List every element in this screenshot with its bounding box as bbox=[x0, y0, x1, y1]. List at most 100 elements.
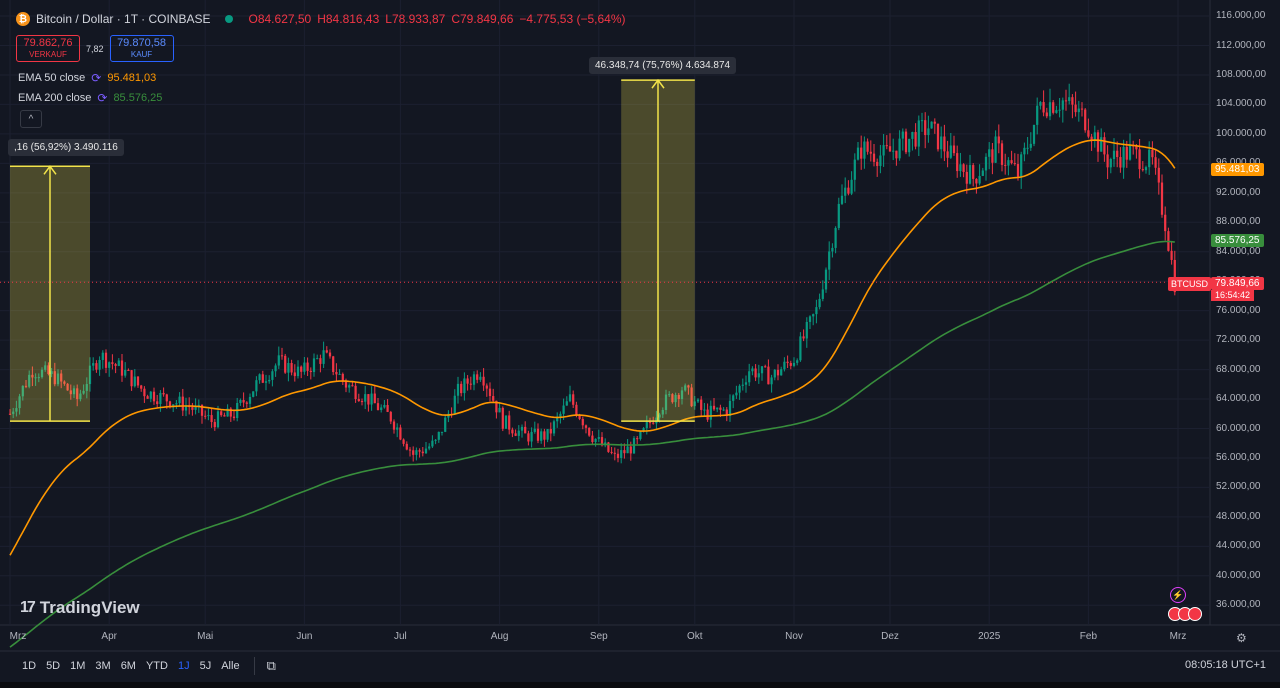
time-tick-label: Mai bbox=[197, 631, 214, 642]
candle-body bbox=[156, 401, 159, 405]
settings-gear-icon[interactable]: ⚙ bbox=[1236, 631, 1247, 645]
candle-body bbox=[120, 360, 124, 376]
candle-body bbox=[949, 145, 952, 158]
candle-body bbox=[319, 358, 322, 364]
candle-body bbox=[680, 390, 684, 399]
candle-body bbox=[264, 381, 268, 383]
candle-body bbox=[290, 363, 293, 373]
candle-body bbox=[1154, 157, 1157, 168]
time-tick-label: Feb bbox=[1079, 631, 1098, 642]
candle-body bbox=[565, 401, 568, 406]
candle-body bbox=[533, 428, 536, 432]
symbol-legend[interactable]: ₿ Bitcoin / Dollar · 1T · COINBASE O84.6… bbox=[16, 12, 625, 26]
candle-body bbox=[984, 156, 988, 171]
candle-body bbox=[1080, 108, 1084, 110]
candle-body bbox=[748, 371, 751, 383]
candle-body bbox=[101, 352, 104, 360]
candle-body bbox=[344, 380, 348, 388]
candle-body bbox=[229, 408, 232, 417]
clock[interactable]: 08:05:18 UTC+1 bbox=[1184, 659, 1266, 671]
candle-body bbox=[773, 369, 776, 378]
candle-body bbox=[60, 373, 63, 382]
toolbar-divider bbox=[253, 657, 255, 675]
candle-body bbox=[943, 136, 946, 152]
candle-body bbox=[399, 427, 402, 440]
candle-body bbox=[37, 377, 40, 379]
candle-body bbox=[479, 376, 482, 380]
candle-body bbox=[776, 369, 780, 376]
ohlc-close: C79.849,66 bbox=[451, 12, 514, 26]
candle-body bbox=[412, 450, 415, 455]
candle-body bbox=[1029, 143, 1032, 148]
range-1j[interactable]: 1J bbox=[177, 660, 190, 672]
indicator-ema50[interactable]: EMA 50 close ⟳ 95.481,03 bbox=[18, 71, 156, 85]
candle-body bbox=[1119, 157, 1122, 168]
candle-body bbox=[642, 428, 645, 432]
candle-body bbox=[143, 388, 146, 397]
candle-body bbox=[799, 336, 802, 361]
candle-body bbox=[1048, 102, 1052, 117]
candle-body bbox=[1148, 149, 1151, 168]
candle-body bbox=[623, 450, 626, 454]
candle-body bbox=[956, 153, 959, 172]
price-tick-label: 52.000,00 bbox=[1216, 481, 1261, 493]
sell-button[interactable]: 79.862,76 VERKAUF bbox=[16, 35, 80, 62]
candle-body bbox=[869, 151, 872, 154]
candle-body bbox=[50, 371, 53, 375]
price-tick-label: 72.000,00 bbox=[1216, 334, 1261, 346]
candle-body bbox=[719, 407, 722, 410]
candle-body bbox=[572, 394, 575, 405]
candle-body bbox=[56, 373, 60, 385]
candle-body bbox=[597, 437, 600, 439]
candle-body bbox=[277, 355, 280, 366]
candle-body bbox=[671, 394, 674, 403]
candle-body bbox=[792, 362, 796, 366]
date-range-icon[interactable]: ⧉ bbox=[266, 658, 276, 673]
candle-body bbox=[408, 449, 412, 451]
indicator-ema200[interactable]: EMA 200 close ⟳ 85.576,25 bbox=[18, 91, 162, 105]
candle-body bbox=[684, 385, 687, 391]
time-tick-label: Jun bbox=[296, 631, 313, 642]
us-flag-icon bbox=[1188, 607, 1202, 621]
candle-body bbox=[933, 121, 936, 124]
range-5j[interactable]: 5J bbox=[199, 660, 212, 672]
candle-body bbox=[757, 373, 760, 378]
candle-body bbox=[495, 400, 498, 413]
range-ytd[interactable]: YTD bbox=[145, 660, 168, 672]
range-alle[interactable]: Alle bbox=[221, 660, 240, 672]
candle-body bbox=[40, 369, 44, 378]
buy-button[interactable]: 79.870,58 KAUF bbox=[109, 35, 174, 62]
ema50-line bbox=[9, 139, 1176, 556]
candle-body bbox=[463, 378, 466, 394]
candle-body bbox=[204, 415, 207, 417]
candle-body bbox=[1125, 146, 1128, 160]
range-1m[interactable]: 1M bbox=[70, 660, 86, 672]
candle-body bbox=[258, 374, 261, 381]
candle-body bbox=[194, 405, 197, 410]
candle-body bbox=[12, 411, 15, 414]
candle-body bbox=[700, 399, 703, 410]
candle-body bbox=[1039, 102, 1042, 106]
lightning-icon[interactable]: ⚡ bbox=[1170, 587, 1186, 603]
candle-body bbox=[1010, 160, 1013, 164]
range-6m[interactable]: 6M bbox=[120, 660, 136, 672]
price-tick-label: 44.000,00 bbox=[1216, 540, 1261, 552]
candle-body bbox=[8, 413, 12, 415]
candle-body bbox=[1141, 169, 1144, 171]
candle-body bbox=[1007, 160, 1010, 166]
range-1d[interactable]: 1D bbox=[22, 660, 37, 672]
collapse-legend-button[interactable]: ^ bbox=[20, 110, 42, 128]
candle-body bbox=[328, 352, 332, 357]
candle-body bbox=[95, 363, 98, 370]
candle-body bbox=[988, 149, 991, 157]
candle-body bbox=[184, 405, 188, 411]
events-flags[interactable] bbox=[1168, 607, 1202, 621]
candle-body bbox=[706, 409, 709, 420]
candle-body bbox=[636, 438, 639, 440]
range-3m[interactable]: 3M bbox=[95, 660, 111, 672]
measure-arrow-head bbox=[43, 165, 57, 175]
range-5d[interactable]: 5D bbox=[46, 660, 61, 672]
candle-body bbox=[687, 385, 690, 388]
candle-body bbox=[261, 374, 264, 383]
